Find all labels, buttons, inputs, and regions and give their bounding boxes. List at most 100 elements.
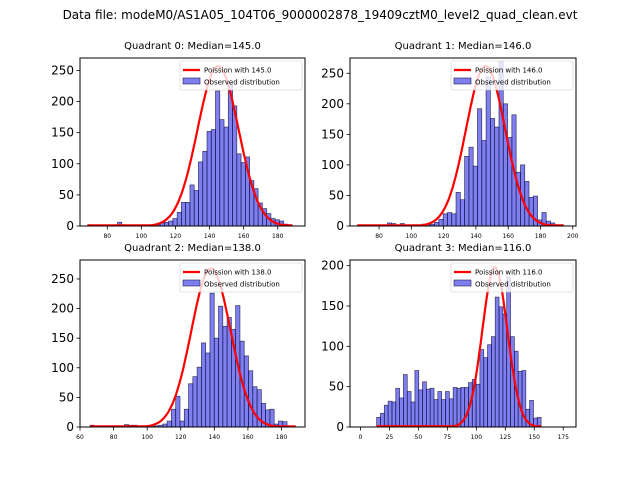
legend-label-poisson: Poission with 116.0 [475, 269, 543, 277]
histogram-bar [447, 212, 453, 227]
histogram-bar [193, 190, 199, 227]
x-tick-label: 120 [438, 233, 450, 240]
axes-frame [349, 57, 577, 227]
x-tick-label: 160 [502, 233, 514, 240]
legend-bar-swatch [453, 279, 472, 287]
histogram-bar [451, 213, 457, 227]
histogram-bar [181, 202, 187, 227]
legend-box [450, 60, 574, 91]
histogram-bar [441, 399, 446, 428]
y-tick-label: 100 [51, 157, 74, 171]
histogram-bar [202, 150, 208, 227]
y-tick-label: 0 [66, 219, 74, 233]
axes-frame [349, 259, 577, 428]
histogram-bar [171, 408, 177, 428]
poisson-curve [376, 266, 542, 428]
legend-bar-swatch [453, 77, 472, 85]
subplot-title: Quadrant 3: Median=116.0 [395, 243, 532, 254]
x-tick-label: 150 [529, 434, 541, 441]
histogram-bar [418, 389, 423, 428]
histogram-bar [429, 387, 435, 428]
x-tick-label: 60 [76, 434, 84, 441]
histogram-bar [206, 131, 212, 227]
y-tick-label: 250 [321, 66, 344, 80]
y-tick-label: 50 [329, 188, 344, 202]
histogram-bar [223, 126, 229, 227]
y-tick-label: 0 [336, 219, 344, 233]
y-tick-label: 50 [59, 390, 74, 404]
x-tick-label: 80 [375, 233, 383, 240]
legend-box [179, 60, 303, 91]
y-tick-label: 150 [321, 127, 344, 141]
x-tick-label: 175 [558, 434, 570, 441]
subplot-title: Quadrant 1: Median=146.0 [395, 41, 532, 52]
legend-bar-swatch [182, 279, 201, 287]
histogram-bar [164, 221, 169, 227]
axes-frame [79, 259, 306, 428]
histogram-bar [166, 420, 172, 428]
histogram-bar [426, 388, 431, 428]
y-tick-label: 100 [321, 158, 344, 172]
histogram-bar [464, 387, 469, 428]
subplot-quadrant-1: Quadrant 1: Median=146.0 80 100 120 140 160 18… [321, 41, 579, 240]
y-tick-label: 50 [59, 188, 74, 202]
histogram-bar [189, 184, 195, 227]
legend-box [450, 262, 574, 293]
poisson-curve [87, 65, 293, 227]
x-tick-label: 50 [415, 434, 423, 441]
histogram-bar [236, 153, 242, 227]
histogram-bar [387, 400, 393, 428]
histogram-bar [456, 387, 462, 428]
legend-label-poisson: Poission with 145.0 [204, 67, 272, 75]
x-tick-label: 200 [567, 233, 579, 240]
subplot-quadrant-3: Quadrant 3: Median=116.0 0 25 50 75 100 125 150… [321, 243, 577, 441]
histogram-bar [494, 296, 500, 428]
histogram-bar [168, 220, 174, 227]
x-tick-label: 160 [242, 434, 254, 441]
histogram-bar [491, 336, 496, 428]
histogram-bar [433, 399, 439, 428]
histogram-bar [205, 352, 211, 428]
histogram-bar [464, 156, 470, 227]
histogram-bar [472, 165, 478, 227]
legend-label-poisson: Poission with 138.0 [204, 269, 272, 277]
x-tick-label: 100 [141, 434, 153, 441]
histogram-bar [222, 325, 228, 428]
histogram-bar [232, 105, 238, 227]
legend-label-poisson: Poission with 146.0 [475, 67, 543, 75]
histogram-bar [422, 381, 427, 428]
axes-frame [79, 57, 306, 227]
y-tick-label: 250 [51, 272, 74, 286]
histogram-bar [185, 202, 191, 227]
subplot-quadrant-2: Quadrant 2: Median=138.0 60 80 100 120 140 160… [51, 243, 306, 441]
histogram-bar [188, 383, 194, 428]
histogram-bar [414, 370, 420, 428]
histogram-bar [475, 383, 481, 428]
histogram-bar [209, 292, 215, 428]
x-tick-label: 120 [170, 233, 182, 240]
y-tick-label: 250 [51, 63, 74, 77]
x-tick-label: 100 [136, 233, 148, 240]
histogram-bar [196, 366, 202, 428]
histogram-bar [468, 146, 474, 227]
legend-label-observed: Observed distribution [475, 79, 551, 87]
histogram-bar [459, 199, 465, 227]
histogram-bar [179, 420, 185, 428]
histogram-bar [494, 126, 500, 227]
histogram-bar [485, 76, 491, 227]
x-tick-label: 0 [359, 434, 363, 441]
histogram-bar [455, 192, 461, 227]
histogram-bar [383, 404, 389, 428]
histogram-bar [198, 161, 204, 227]
histogram-bar [176, 211, 182, 227]
y-tick-label: 100 [321, 339, 344, 353]
histogram-bar [210, 129, 216, 227]
histogram-bar [380, 412, 385, 428]
histogram-bar [434, 221, 440, 227]
legend-bar-swatch [182, 77, 201, 85]
y-tick-label: 50 [329, 380, 344, 394]
histogram-bar [502, 313, 508, 428]
histogram-bar [410, 401, 416, 428]
y-tick-label: 200 [51, 302, 74, 316]
x-tick-label: 180 [272, 233, 284, 240]
